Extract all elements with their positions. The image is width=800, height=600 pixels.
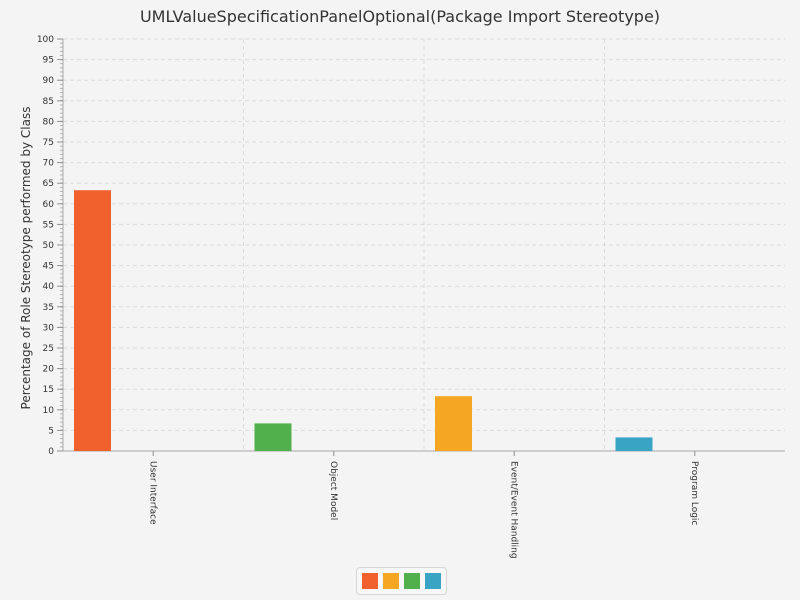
y-tick-label: 45	[43, 262, 54, 272]
legend	[356, 567, 447, 595]
y-tick-label: 35	[43, 303, 54, 313]
bar-4	[615, 437, 653, 451]
y-tick-label: 75	[43, 138, 54, 148]
y-tick-label: 60	[43, 200, 55, 210]
y-tick-label: 0	[48, 447, 54, 457]
x-tick-label: Event/Event Handling	[508, 461, 518, 559]
y-tick-label: 80	[43, 117, 55, 127]
bar-3	[435, 396, 472, 451]
y-tick-label: 100	[37, 35, 54, 45]
y-tick-label: 50	[43, 241, 55, 251]
y-tick-label: 5	[48, 426, 54, 436]
x-tick-label: User Interface	[147, 461, 157, 525]
y-tick-label: 95	[43, 56, 54, 66]
y-tick-label: 40	[43, 282, 55, 292]
legend-swatch	[383, 573, 399, 589]
y-tick-label: 85	[43, 97, 54, 107]
y-tick-label: 25	[43, 344, 54, 354]
y-tick-label: 70	[43, 159, 55, 169]
legend-swatch	[404, 573, 420, 589]
bar-2	[254, 423, 292, 451]
y-tick-label: 20	[43, 365, 55, 375]
bar-1	[74, 190, 111, 452]
y-tick-label: 30	[43, 323, 55, 333]
y-tick-label: 10	[43, 406, 55, 416]
x-tick-label: Object Model	[328, 461, 338, 520]
legend-swatch	[425, 573, 441, 589]
legend-swatch	[362, 573, 378, 589]
x-tick-label: Program Logic	[689, 461, 699, 525]
y-tick-label: 65	[43, 179, 54, 189]
y-tick-label: 15	[43, 385, 54, 395]
y-tick-label: 90	[43, 76, 55, 86]
y-tick-label: 55	[43, 220, 54, 230]
chart-title: UMLValueSpecificationPanelOptional(Packa…	[139, 7, 661, 26]
